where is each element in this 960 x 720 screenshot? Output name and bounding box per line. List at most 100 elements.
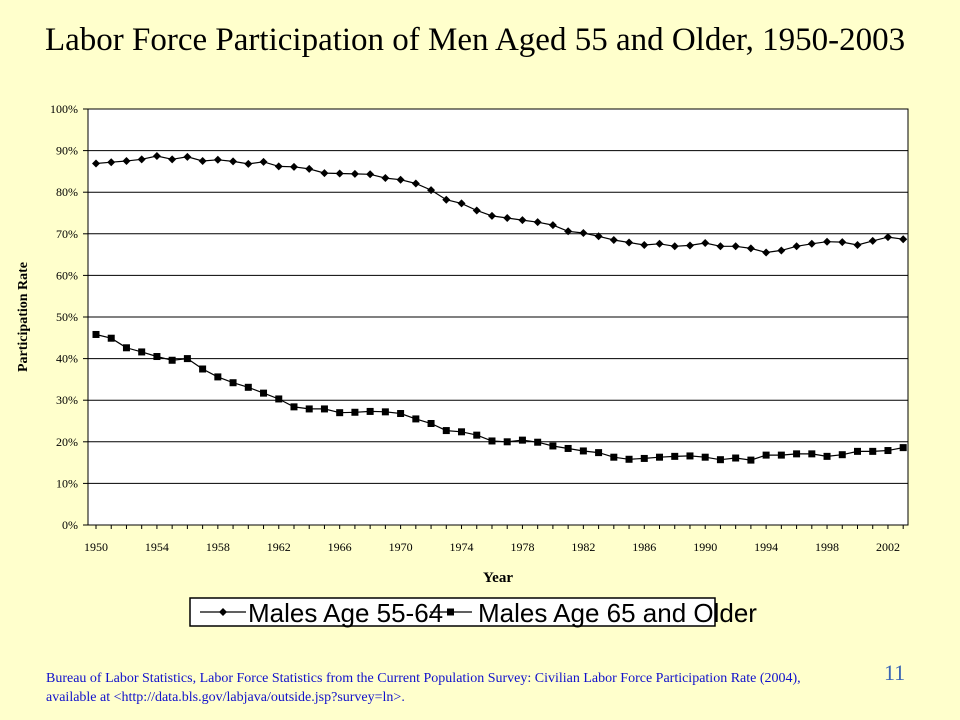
x-tick-label: 1966 [328, 540, 352, 554]
data-point-square [122, 344, 130, 352]
data-point-diamond [746, 244, 755, 253]
source-line-2: available at <http://data.bls.gov/labjav… [46, 690, 405, 705]
data-point-diamond [823, 237, 832, 246]
data-point-square [290, 403, 298, 411]
y-tick-label: 70% [56, 227, 78, 241]
data-point-diamond [625, 238, 634, 247]
data-point-diamond [762, 248, 771, 257]
data-point-diamond [427, 186, 436, 195]
data-point-diamond [503, 213, 512, 222]
x-tick-label: 1978 [510, 540, 534, 554]
x-tick-label: 1950 [84, 540, 108, 554]
data-point-square [458, 428, 466, 436]
data-point-square [701, 453, 709, 461]
data-point-diamond [670, 242, 679, 251]
data-point-diamond [183, 152, 192, 161]
data-point-square [838, 451, 846, 459]
y-tick-label: 80% [56, 185, 78, 199]
data-point-square [107, 334, 115, 342]
data-point-diamond [777, 246, 786, 255]
data-point-diamond [107, 158, 116, 167]
data-point-square [640, 454, 648, 462]
data-point-square [625, 455, 633, 463]
data-point-square [656, 453, 664, 461]
y-tick-label: 20% [56, 435, 78, 449]
data-point-square [412, 415, 420, 423]
data-point-diamond [396, 175, 405, 184]
legend-label-55-64: Males Age 55-64 [248, 598, 443, 628]
data-point-diamond [640, 241, 649, 250]
data-point-square [534, 438, 542, 446]
data-point-square [518, 436, 526, 444]
data-point-diamond [883, 233, 892, 242]
data-point-square [686, 452, 694, 460]
data-point-diamond [381, 174, 390, 183]
x-tick-label: 1990 [693, 540, 717, 554]
data-point-diamond [899, 235, 908, 244]
data-point-diamond [457, 199, 466, 208]
data-point-diamond [487, 211, 496, 220]
data-point-square [427, 419, 435, 427]
x-tick-label: 1994 [754, 540, 778, 554]
data-point-square [214, 373, 222, 381]
data-point-square [671, 452, 679, 460]
data-point-square [610, 453, 618, 461]
data-point-diamond [137, 155, 146, 164]
data-point-diamond [579, 228, 588, 237]
data-point-square [366, 407, 374, 415]
data-point-diamond [442, 195, 451, 204]
data-point-square [793, 450, 801, 458]
data-point-diamond [807, 239, 816, 248]
data-point-diamond [685, 241, 694, 250]
data-point-square [320, 405, 328, 413]
data-point-square [199, 365, 207, 373]
data-point-diamond [198, 157, 207, 165]
data-point-square [260, 389, 268, 397]
data-point-diamond [731, 242, 740, 251]
data-point-square [92, 330, 100, 338]
data-point-diamond [548, 221, 557, 230]
data-point-diamond [868, 236, 877, 245]
y-tick-label: 10% [56, 476, 78, 490]
data-point-diamond [168, 155, 177, 164]
data-point-diamond [274, 162, 283, 171]
data-point-square [473, 431, 481, 439]
legend-square-marker [447, 608, 454, 616]
y-axis-label: Participation Rate [16, 262, 31, 372]
data-point-diamond [335, 169, 344, 178]
data-point-square [305, 405, 313, 413]
source-citation: Bureau of Labor Statistics, Labor Force … [46, 669, 926, 707]
data-point-square [229, 379, 237, 387]
x-tick-label: 1970 [389, 540, 413, 554]
legend: Males Age 55-64 Males Age 65 and Older [189, 597, 757, 628]
source-line-1: Bureau of Labor Statistics, Labor Force … [46, 671, 801, 686]
data-point-square [823, 452, 831, 460]
y-tick-label: 0% [62, 518, 78, 532]
data-point-diamond [792, 242, 801, 251]
data-point-square [716, 456, 724, 464]
y-tick-label: 60% [56, 268, 78, 282]
data-point-square [397, 410, 405, 418]
data-point-diamond [305, 164, 314, 173]
data-point-square [168, 356, 176, 364]
data-point-square [732, 454, 740, 462]
data-point-square [777, 451, 785, 459]
x-tick-label: 1998 [815, 540, 839, 554]
data-point-square [381, 408, 389, 416]
data-point-square [549, 442, 557, 450]
x-tick-label: 1962 [267, 540, 291, 554]
x-tick-label: 1982 [571, 540, 595, 554]
data-point-square [488, 437, 496, 445]
data-point-square [762, 451, 770, 459]
x-tick-label: 1986 [632, 540, 656, 554]
data-point-square [869, 447, 877, 455]
page-number: 11 [884, 660, 906, 685]
data-point-diamond [716, 242, 725, 251]
data-point-square [899, 444, 907, 452]
x-tick-label: 1954 [145, 540, 169, 554]
data-point-diamond [411, 179, 420, 188]
y-tick-label: 40% [56, 352, 78, 366]
data-point-square [183, 355, 191, 363]
data-point-diamond [92, 159, 100, 168]
legend-diamond-marker [219, 608, 227, 616]
